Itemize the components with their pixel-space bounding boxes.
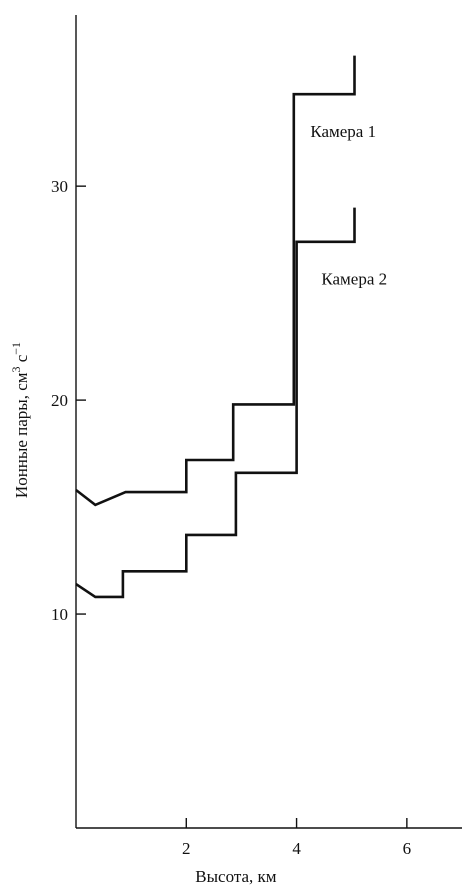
y-axis-label-superscript-3: 3 [9,367,23,373]
x-tick-label: 4 [292,839,301,858]
series-label-1: Камера 1 [310,122,376,141]
y-axis-label-unit: с [12,354,31,366]
axis-ticks: 2 4 6 10 20 30 [51,177,411,858]
labels-layer: Камера 1 Камера 2 Высота, км Ионные пары, с… [9,122,387,885]
series-label-2: Камера 2 [321,270,387,289]
y-tick-label: 20 [51,391,68,410]
series-layer [75,55,356,599]
y-axis-label-main: Ионные пары, см [12,372,31,498]
series-line-1 [75,55,356,507]
series-line-2 [75,207,356,599]
x-tick-label: 2 [182,839,191,858]
y-tick-label: 10 [51,605,68,624]
y-axis-label-superscript-minus1: −1 [9,342,23,355]
x-tick-label: 6 [403,839,412,858]
y-tick-label: 30 [51,177,68,196]
x-axis-label: Высота, км [195,867,277,885]
y-axis-label: Ионные пары, см3 с−1 [9,342,31,498]
axes [75,15,462,829]
